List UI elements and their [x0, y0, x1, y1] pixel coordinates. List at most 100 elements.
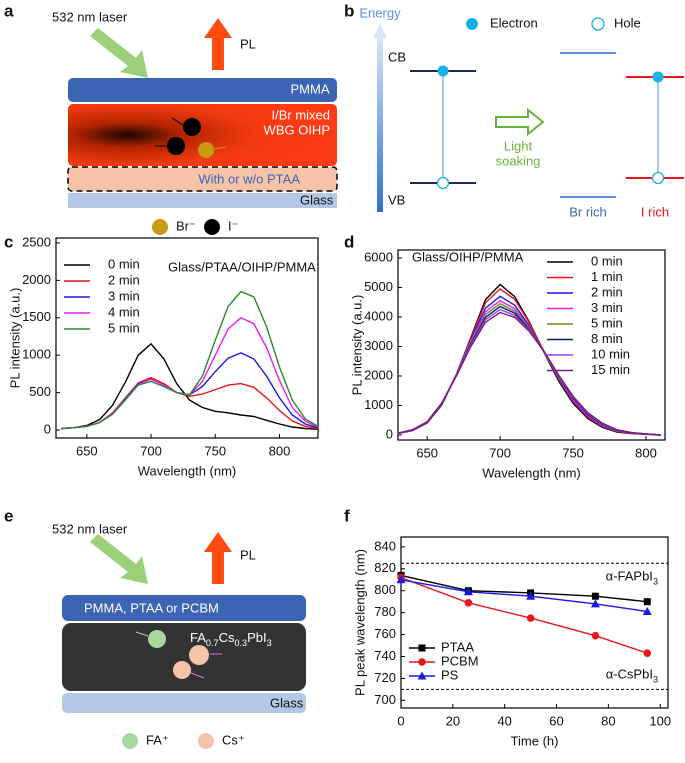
text-part: 3 [653, 675, 658, 685]
plot-frame [400, 536, 669, 709]
x-tick-label: 750 [204, 443, 226, 458]
marker [396, 575, 406, 584]
x-tick-label: 800 [635, 445, 657, 460]
marker [526, 591, 536, 600]
ion [198, 142, 214, 158]
text-part: 3 [267, 638, 272, 648]
y-tick-label: 840 [374, 538, 396, 553]
energy-arrowhead [373, 24, 387, 38]
legend-label: 2 min [591, 284, 623, 299]
y-tick-label: 2000 [22, 272, 51, 287]
glass-layer [62, 693, 306, 713]
series-line [400, 576, 648, 654]
axis-label: Energy [359, 5, 401, 20]
reference-label: α-FAPbI3 [606, 569, 658, 587]
marker [463, 587, 473, 596]
legend-label: 10 min [591, 346, 630, 361]
layer-label: Glass [300, 192, 334, 207]
y-axis-label: PL intensity (a.u.) [7, 288, 22, 389]
text-part: Cs [219, 630, 235, 645]
process-arrow [495, 107, 545, 137]
legend-marker [591, 17, 605, 31]
legend-label: 8 min [591, 331, 623, 346]
ion [189, 645, 209, 665]
x-axis-label: Wavelength (nm) [482, 465, 581, 480]
ion [183, 118, 201, 136]
hole [436, 176, 450, 190]
y-tick-label: 2500 [22, 234, 51, 249]
hole [651, 171, 665, 185]
ion [148, 630, 166, 648]
legend-label: PTAA [441, 639, 474, 654]
panel-letter: e [4, 506, 13, 525]
layer-label: I/Br mixed [271, 107, 330, 122]
panel-letter: b [344, 1, 354, 20]
marker [418, 644, 426, 652]
series-line [61, 342, 319, 430]
legend-label: 2 min [108, 272, 140, 287]
x-tick-label: 0 [397, 713, 404, 728]
legend-label: 4 min [108, 304, 140, 319]
x-tick-label: 40 [497, 713, 511, 728]
layer-label: With or w/o PTAA [198, 171, 300, 186]
legend-label: PS [441, 667, 459, 682]
annotation: Glass/PTAA/OIHP/PMMA [168, 259, 316, 274]
y-tick-label: 0 [44, 421, 51, 436]
ion-arrow [135, 631, 149, 637]
text-part: FA [190, 630, 206, 645]
y-tick-label: 820 [374, 560, 396, 575]
process-label: soaking [496, 153, 541, 168]
y-tick-label: 500 [29, 384, 51, 399]
marker [591, 631, 600, 640]
x-tick-label: 100 [649, 713, 671, 728]
panel-letter: c [4, 232, 13, 251]
layer-label: Glass [270, 695, 304, 710]
band-label: VB [388, 192, 405, 207]
y-tick-label: 1000 [364, 397, 393, 412]
series-line [397, 311, 661, 436]
text-part: PbI [247, 630, 267, 645]
x-tick-label: 80 [601, 713, 615, 728]
pl-label: PL [240, 36, 256, 51]
plot-frame [55, 237, 319, 439]
series-line [61, 316, 319, 430]
panel-a: 532 nm laser PL PMMA I/Br mixed WBG OIHP… [52, 9, 338, 235]
laser-arrow [90, 28, 148, 78]
electron [652, 71, 664, 83]
pl-label: PL [240, 547, 256, 562]
pl-arrow [204, 532, 232, 584]
marker [417, 671, 427, 680]
y-tick-label: 2000 [364, 367, 393, 382]
panel-e: 532 nm laser PL PMMA, PTAA or PCBM FA0.7… [52, 521, 306, 749]
layer-label: PMMA [291, 81, 330, 96]
series-line [61, 352, 319, 430]
legend-label: 5 min [591, 315, 623, 330]
panel-letters: a b c d e f [4, 1, 354, 525]
legend-label: 3 min [591, 300, 623, 315]
layer-label: PMMA, PTAA or PCBM [84, 600, 219, 615]
x-axis-label: Wavelength (nm) [138, 463, 237, 478]
legend-label: 3 min [108, 288, 140, 303]
marker [526, 614, 535, 622]
y-axis-label: PL intensity (a.u.) [349, 295, 364, 396]
text-part: 0.3 [234, 638, 247, 648]
ion [167, 137, 185, 155]
legend-label: 1 min [591, 269, 623, 284]
laser-arrow [90, 534, 148, 584]
marker [642, 607, 652, 616]
annotation: Glass/OIHP/PMMA [412, 249, 524, 264]
y-tick-label: 700 [374, 692, 396, 707]
ion-arrow [213, 146, 227, 150]
legend-label: I⁻ [228, 218, 238, 233]
y-tick-label: 1000 [22, 347, 51, 362]
x-tick-label: 650 [416, 445, 438, 460]
text-part: α-CsPbI [606, 667, 653, 682]
y-tick-label: 760 [374, 626, 396, 641]
series-line [61, 290, 319, 430]
phase-label: Br rich [569, 204, 607, 219]
marker [643, 649, 652, 657]
top-layer [62, 595, 306, 621]
marker [590, 599, 600, 608]
legend-label: Br⁻ [176, 218, 196, 233]
